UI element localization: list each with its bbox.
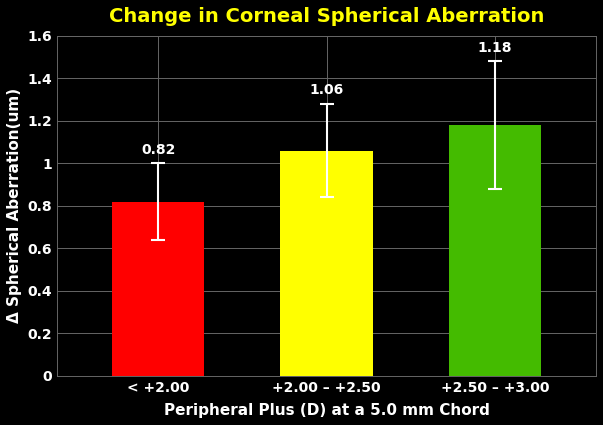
Bar xyxy=(112,201,204,376)
Text: 1.18: 1.18 xyxy=(478,41,513,55)
Bar xyxy=(280,150,373,376)
Text: 1.06: 1.06 xyxy=(309,83,344,97)
X-axis label: Peripheral Plus (D) at a 5.0 mm Chord: Peripheral Plus (D) at a 5.0 mm Chord xyxy=(163,403,490,418)
Y-axis label: Δ Spherical Aberration(um): Δ Spherical Aberration(um) xyxy=(7,88,22,323)
Title: Change in Corneal Spherical Aberration: Change in Corneal Spherical Aberration xyxy=(109,7,545,26)
Bar xyxy=(449,125,541,376)
Text: 0.82: 0.82 xyxy=(141,143,175,157)
Text: N=11: N=11 xyxy=(135,348,182,363)
Text: N=16: N=16 xyxy=(303,348,350,363)
Text: N=13: N=13 xyxy=(472,348,519,363)
